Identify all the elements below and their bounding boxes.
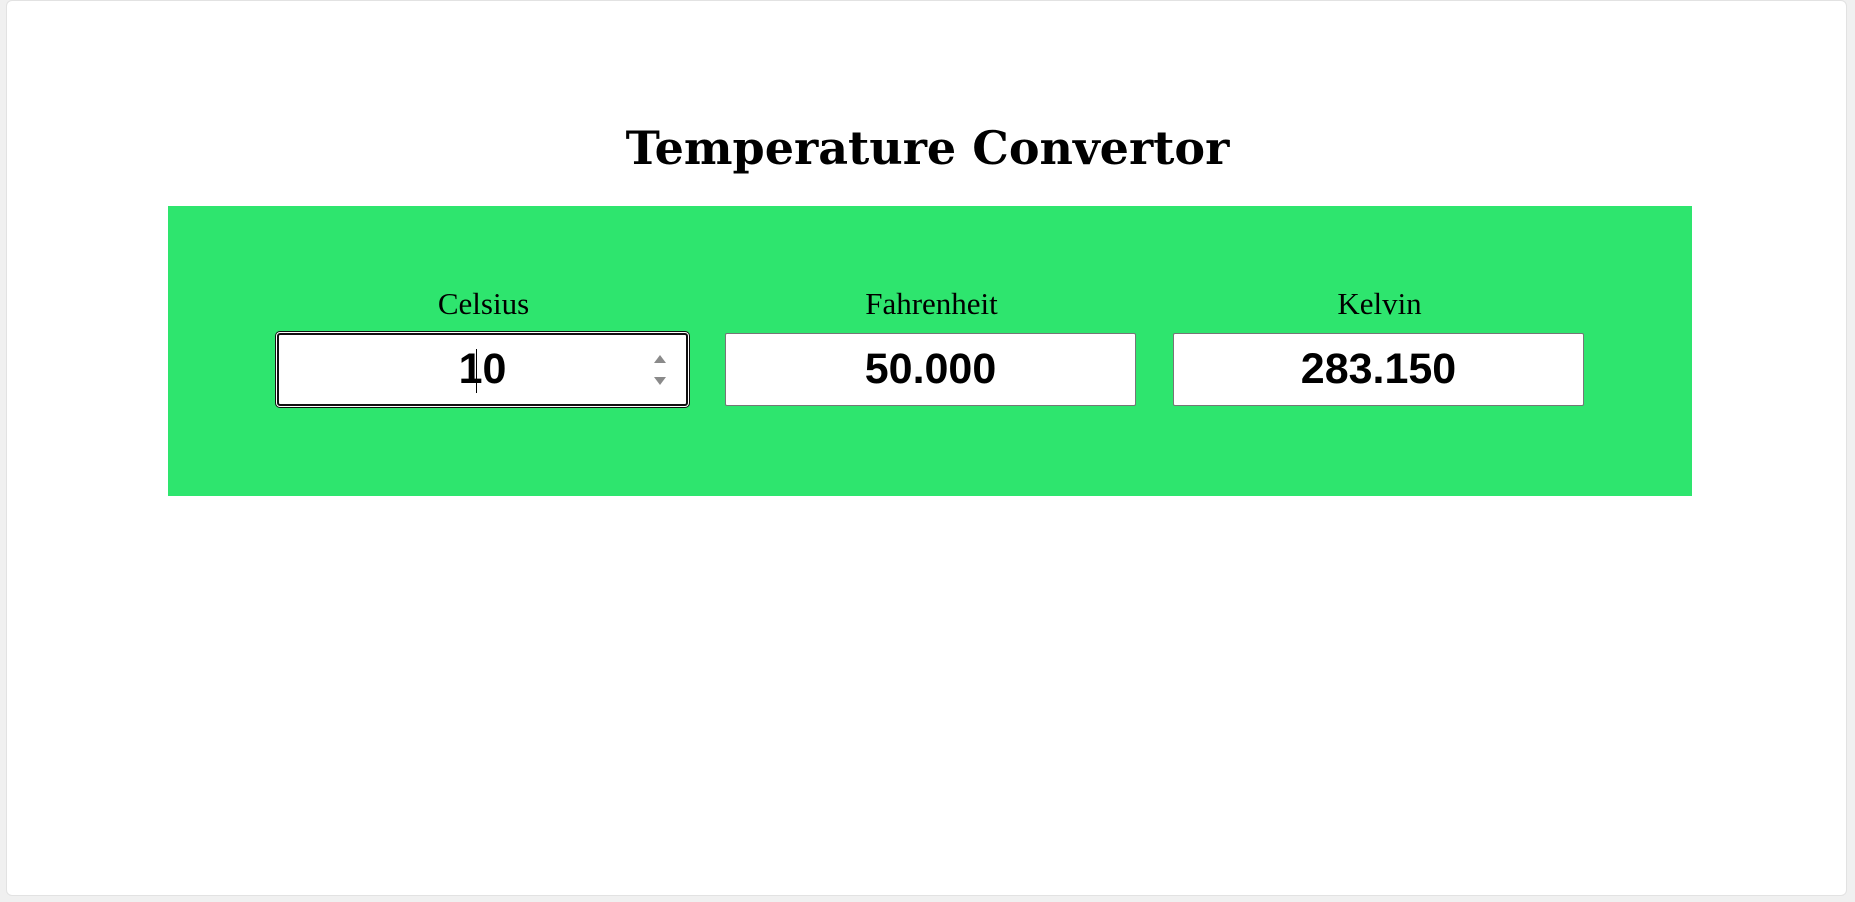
kelvin-input[interactable] [1174,334,1583,405]
celsius-input[interactable] [279,335,686,404]
chevron-down-icon[interactable] [654,377,666,385]
chevron-up-icon[interactable] [654,355,666,363]
converter-panel: Celsius Fahrenheit Kelvin [168,206,1692,496]
celsius-label: Celsius [437,286,530,321]
kelvin-field: Kelvin [1173,206,1586,496]
text-caret [476,349,477,393]
page-title: Temperature Convertor [625,121,1230,175]
kelvin-label: Kelvin [1337,286,1422,321]
fahrenheit-field: Fahrenheit [725,206,1138,496]
fahrenheit-input[interactable] [726,334,1135,405]
kelvin-input-box[interactable] [1173,333,1584,406]
number-spinner[interactable] [654,351,668,389]
celsius-field: Celsius [277,206,690,496]
celsius-input-box[interactable] [277,333,688,406]
fahrenheit-input-box[interactable] [725,333,1136,406]
fahrenheit-label: Fahrenheit [865,286,998,321]
